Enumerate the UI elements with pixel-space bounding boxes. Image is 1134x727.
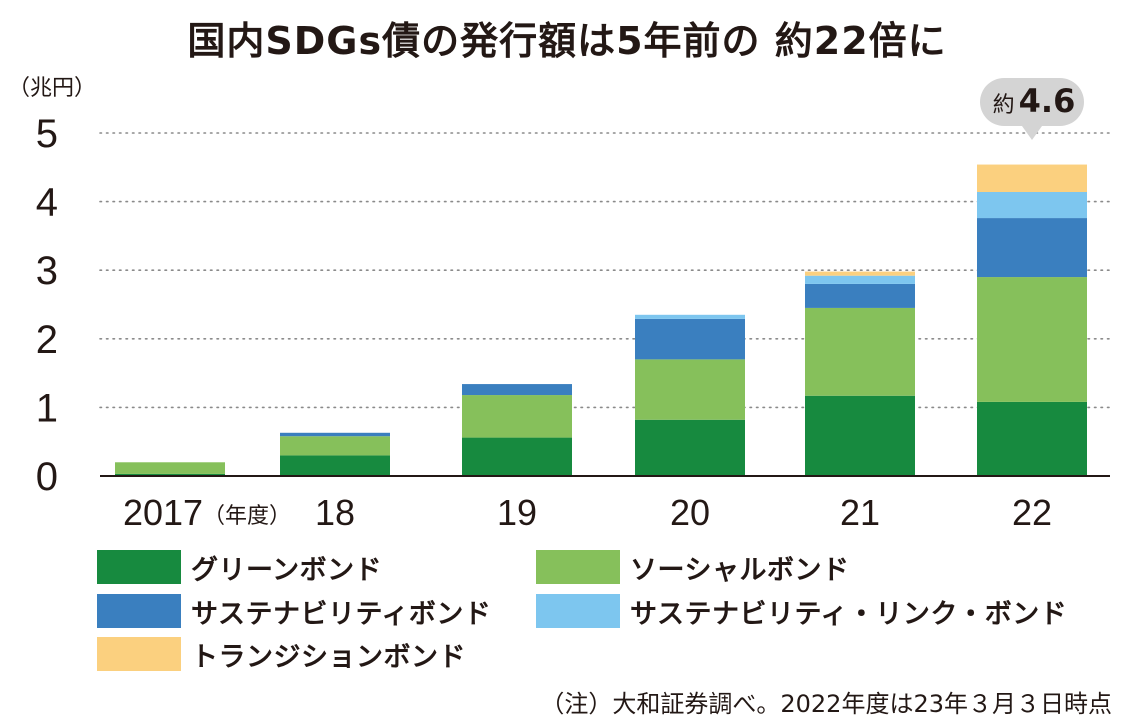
bar-segment xyxy=(635,359,745,420)
y-tick-label: 0 xyxy=(36,455,58,499)
bar-segment xyxy=(635,314,745,319)
legend-swatch xyxy=(97,637,181,671)
annotation-prefix: 約 xyxy=(993,93,1015,118)
legend-swatch xyxy=(97,594,181,628)
bar-segment xyxy=(977,164,1087,192)
bar-segment xyxy=(805,275,915,284)
bar-segment xyxy=(280,436,390,456)
x-tick-label: 21 xyxy=(840,492,880,533)
legend-label: ソーシャルボンド xyxy=(630,554,850,586)
bar-segment xyxy=(805,307,915,396)
bar-segment xyxy=(977,191,1087,219)
legend-item: サステナビリティ・リンク・ボンド xyxy=(536,594,1068,630)
bar-segment xyxy=(977,218,1087,278)
bar-segment xyxy=(115,462,225,474)
chart-note: （注）大和証券調べ。2022年度は23年３月３日時点 xyxy=(540,690,1112,718)
legend-item: トランジションボンド xyxy=(97,637,466,673)
x-tick-label: 18 xyxy=(315,492,355,533)
bar-segment xyxy=(977,277,1087,402)
chart-title: 国内SDGs債の発行額は5年前の 約22倍に xyxy=(187,19,947,63)
x-tick-label: 2017 xyxy=(123,492,203,533)
bar-segment xyxy=(115,473,225,476)
bar-segment xyxy=(977,401,1087,476)
x-unit-label: （年度） xyxy=(203,504,291,529)
annotation-value: 4.6 xyxy=(1019,82,1076,120)
bar-segment xyxy=(635,318,745,360)
legend-swatch xyxy=(536,594,620,628)
bar-segment xyxy=(280,455,390,476)
bar-segment xyxy=(805,283,915,308)
annotation-label: 約 4.6 xyxy=(993,82,1076,120)
stacked-bar-chart: 0 1 2 3 4 5 2017 18 19 20 21 22 （年度） 約 4.6 xyxy=(36,78,1111,533)
legend-swatch xyxy=(97,550,181,584)
legend-item: サステナビリティボンド xyxy=(97,594,492,630)
legend-label: サステナビリティボンド xyxy=(191,598,492,630)
x-tick-label: 22 xyxy=(1012,492,1052,533)
bar-segment xyxy=(635,419,745,476)
legend-item: ソーシャルボンド xyxy=(536,550,850,586)
legend-swatch xyxy=(536,550,620,584)
y-axis-unit-label: （兆円） xyxy=(8,76,97,101)
y-tick-label: 3 xyxy=(36,249,58,293)
x-tick-label: 20 xyxy=(670,492,710,533)
legend-label: グリーンボンド xyxy=(191,554,383,586)
bar-segment xyxy=(462,395,572,438)
annotation-bubble xyxy=(980,78,1084,140)
legend-label: トランジションボンド xyxy=(191,641,466,673)
bar-segment xyxy=(462,384,572,396)
bar-segment xyxy=(280,432,390,437)
bar-segment xyxy=(805,395,915,476)
legend-label: サステナビリティ・リンク・ボンド xyxy=(630,598,1068,630)
x-tick-label: 19 xyxy=(497,492,537,533)
bar-segment xyxy=(805,271,915,276)
y-tick-label: 1 xyxy=(36,386,58,430)
legend-item: グリーンボンド xyxy=(97,550,383,586)
y-tick-label: 5 xyxy=(36,112,58,156)
y-tick-label: 2 xyxy=(36,318,58,362)
y-tick-label: 4 xyxy=(36,181,58,225)
bar-segment xyxy=(462,437,572,476)
